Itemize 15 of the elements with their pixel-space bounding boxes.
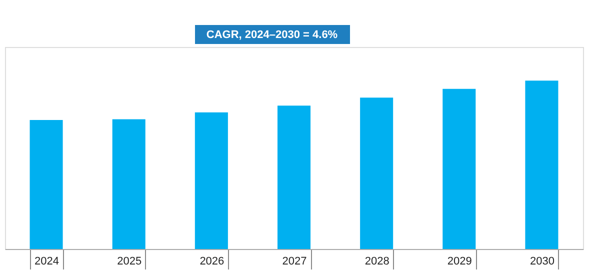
bar [112, 119, 146, 249]
x-tick-label: 2028 [364, 256, 390, 268]
x-tick-label: 2025 [117, 256, 142, 268]
bar [30, 120, 63, 249]
x-tick-label: 2029 [447, 256, 472, 268]
bar [360, 98, 394, 249]
text: CAGR, 2024–2030 = 4.6% [206, 29, 338, 41]
x-tick-label: 2030 [530, 256, 554, 268]
bar [194, 112, 228, 249]
x-tick-label: 2026 [200, 256, 224, 268]
x-tick-label: 2027 [282, 256, 307, 268]
bar [442, 88, 476, 249]
x-tick-label: 2024 [34, 256, 60, 268]
bar [277, 106, 311, 249]
bar [525, 80, 558, 249]
